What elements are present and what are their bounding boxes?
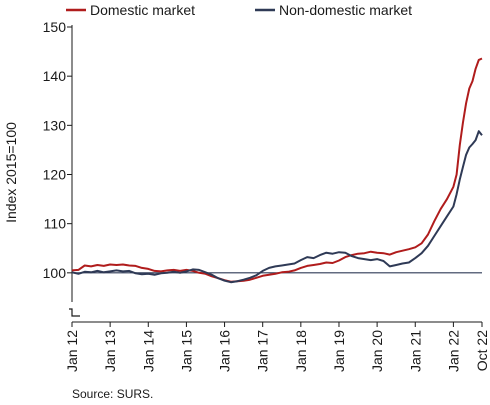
series-line-non-domestic	[71, 130, 483, 284]
x-tick-label: Jan 12	[64, 330, 80, 372]
source-note: Source: SURS.	[72, 387, 153, 401]
legend-label: Non-domestic market	[279, 2, 412, 18]
y-tick-label: 120	[43, 167, 67, 183]
x-tick-label: Jan 15	[178, 330, 194, 372]
x-tick-label: Jan 20	[369, 330, 385, 372]
x-tick-label: Jan 19	[331, 330, 347, 372]
x-tick-label: Oct 22	[474, 330, 490, 371]
x-tick-label: Jan 18	[293, 330, 309, 372]
y-tick-label: 150	[43, 19, 67, 35]
y-axis: 100 110 120 130 140 150	[43, 19, 80, 317]
x-tick-label: Jan 17	[255, 330, 271, 372]
y-tick-label: 130	[43, 117, 67, 133]
legend-label: Domestic market	[90, 2, 195, 18]
x-tick-label: Jan 22	[445, 330, 461, 372]
x-tick-label: Jan 13	[102, 330, 118, 372]
x-tick-label: Jan 21	[407, 330, 423, 372]
y-axis-label: Index 2015=100	[3, 122, 19, 223]
y-tick-label: 110	[44, 216, 67, 232]
x-tick-label: Jan 16	[217, 330, 233, 372]
plot-lines	[71, 57, 483, 284]
y-tick-label: 140	[43, 68, 67, 84]
legend: Domestic market Non-domestic market	[66, 2, 412, 18]
y-tick-label: 100	[43, 265, 67, 281]
x-axis: Jan 12 Jan 13 Jan 14 Jan 15 Jan 16 Jan 17 Jan …	[64, 321, 490, 372]
axis-break-marker	[69, 308, 80, 317]
series-line-domestic	[71, 57, 483, 283]
x-tick-label: Jan 14	[140, 330, 156, 372]
